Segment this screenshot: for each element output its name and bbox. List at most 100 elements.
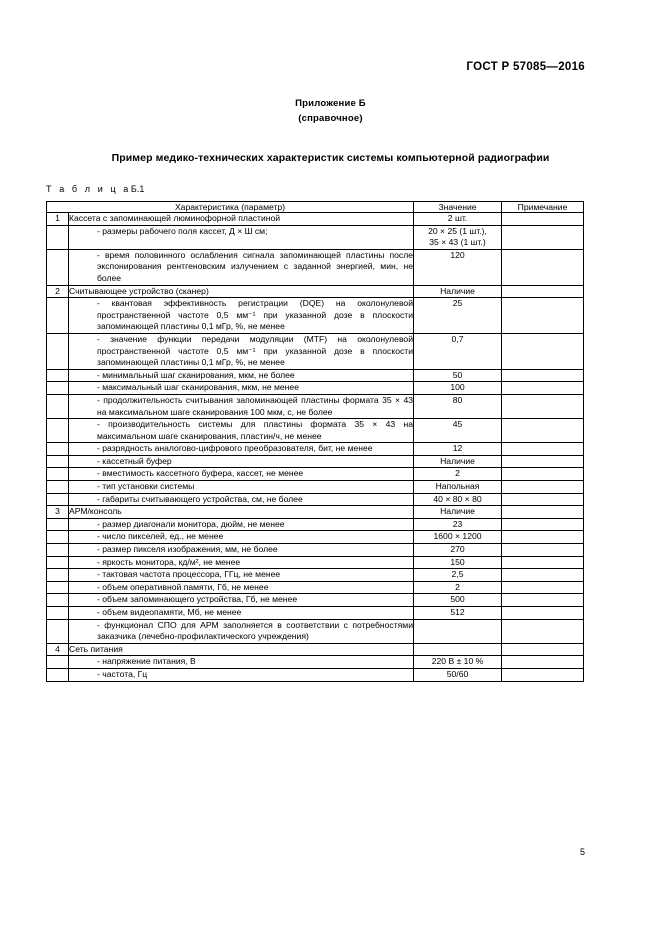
column-header-note: Примечание — [501, 201, 585, 213]
row-characteristic: - размер пикселя изображения, мм, не бол… — [67, 543, 415, 557]
row-number — [46, 555, 69, 570]
row-characteristic: - объем видеопамяти, Мб, не менее — [67, 606, 415, 620]
table-row: - объем запоминающего устройства, Гб, не… — [46, 593, 585, 607]
row-number — [46, 332, 69, 370]
row-number — [46, 492, 69, 507]
row-characteristic: АРМ/консоль — [67, 505, 415, 519]
row-number — [46, 593, 69, 607]
row-characteristic: - тактовая частота процессора, ГГц, не м… — [67, 568, 415, 582]
table-row: - размер пикселя изображения, мм, не бол… — [46, 543, 585, 557]
row-number: 2 — [46, 284, 69, 299]
table-row: - продолжительность считывания запоминаю… — [46, 393, 585, 420]
row-number — [46, 568, 69, 582]
table-row: - частота, Гц 50/60 — [46, 667, 585, 682]
row-note — [501, 580, 585, 595]
annex-title: Приложение Б — [295, 98, 366, 109]
row-value: 2,5 — [413, 568, 503, 582]
row-number — [46, 248, 69, 286]
table-row: - производительность системы для пластин… — [46, 418, 585, 444]
row-number — [46, 580, 69, 595]
row-note — [501, 442, 585, 456]
row-note — [501, 543, 585, 557]
row-characteristic: - разрядность аналогово-цифрового преобр… — [67, 442, 415, 456]
row-value: 2 — [413, 467, 503, 482]
row-note — [501, 368, 585, 383]
table-row: - квантовая эффективность регистрации (D… — [46, 297, 585, 334]
row-value: 20 × 25 (1 шт.), 35 × 43 (1 шт.) — [413, 224, 503, 250]
table-row: - размеры рабочего поля кассет, Д × Ш см… — [46, 224, 585, 250]
row-note — [501, 568, 585, 582]
page-title: Пример медико-технических характеристик … — [111, 152, 550, 164]
table-row: 4 Сеть питания — [46, 642, 585, 657]
row-note — [501, 418, 585, 444]
row-characteristic: - габариты считывающего устройства, см, … — [67, 492, 415, 507]
row-value: 50 — [413, 368, 503, 383]
row-characteristic: - максимальный шаг сканирования, мкм, не… — [67, 381, 415, 395]
row-characteristic: - кассетный буфер — [67, 454, 415, 469]
row-number: 1 — [46, 212, 69, 226]
row-characteristic: - вместимость кассетного буфера, кассет,… — [67, 467, 415, 482]
table-row: - яркость монитора, кд/м², не менее 150 — [46, 555, 585, 570]
row-characteristic: - объем оперативной памяти, Гб, не менее — [67, 580, 415, 595]
row-number — [46, 667, 69, 682]
row-value: 45 — [413, 418, 503, 444]
table-caption-prefix: Т а б л и ц а — [46, 184, 131, 194]
row-value — [413, 642, 503, 657]
table-row: - максимальный шаг сканирования, мкм, не… — [46, 381, 585, 395]
table-row: - размер диагонали монитора, дюйм, не ме… — [46, 517, 585, 532]
row-note — [501, 212, 585, 226]
row-value: 50/60 — [413, 667, 503, 682]
row-number — [46, 454, 69, 469]
row-characteristic: - размер диагонали монитора, дюйм, не ме… — [67, 517, 415, 532]
row-characteristic: Считывающее устройство (сканер) — [67, 284, 415, 299]
row-characteristic: - продолжительность считывания запоминаю… — [67, 393, 415, 420]
row-characteristic: - размеры рабочего поля кассет, Д × Ш см… — [67, 224, 415, 250]
row-note — [501, 454, 585, 469]
row-value: 150 — [413, 555, 503, 570]
row-value — [413, 618, 503, 644]
standard-designation-header: ГОСТ Р 57085—2016 — [466, 61, 585, 73]
row-number — [46, 442, 69, 456]
row-number — [46, 467, 69, 482]
row-number — [46, 368, 69, 383]
annex-subtitle: (справочное) — [298, 113, 363, 124]
table-row: - значение функции передачи модуляции (M… — [46, 332, 585, 370]
row-value: 100 — [413, 381, 503, 395]
table-header-row: Характеристика (параметр) Значение Приме… — [45, 201, 585, 213]
row-note — [501, 555, 585, 570]
row-number — [46, 530, 69, 545]
row-value: 80 — [413, 393, 503, 420]
table-row: - объем оперативной памяти, Гб, не менее… — [46, 580, 585, 595]
column-header-value: Значение — [413, 201, 503, 213]
row-value: 25 — [413, 297, 503, 334]
row-characteristic: - яркость монитора, кд/м², не менее — [67, 555, 415, 570]
row-number — [46, 543, 69, 557]
row-note — [501, 642, 585, 657]
row-value: Наличие — [413, 454, 503, 469]
row-number — [46, 381, 69, 395]
row-note — [501, 381, 585, 395]
row-number: 4 — [46, 642, 69, 657]
table-row: - вместимость кассетного буфера, кассет,… — [46, 467, 585, 482]
row-note — [501, 517, 585, 532]
row-value: 500 — [413, 593, 503, 607]
row-note — [501, 505, 585, 519]
row-note — [501, 467, 585, 482]
table-row: 3 АРМ/консоль Наличие — [46, 505, 585, 519]
row-characteristic: - квантовая эффективность регистрации (D… — [67, 297, 415, 334]
row-note — [501, 224, 585, 250]
row-characteristic: - производительность системы для пластин… — [67, 418, 415, 444]
row-number — [46, 297, 69, 334]
row-characteristic: - частота, Гц — [67, 667, 415, 682]
row-value: 220 В ± 10 % — [413, 655, 503, 669]
row-characteristic: - тип установки системы — [67, 480, 415, 494]
row-number — [46, 480, 69, 494]
table-caption: Т а б л и ц аБ.1 — [46, 184, 144, 194]
row-number — [46, 655, 69, 669]
row-note — [501, 248, 585, 286]
row-note — [501, 284, 585, 299]
row-characteristic: Сеть питания — [67, 642, 415, 657]
row-number — [46, 224, 69, 250]
table-row: - тип установки системы Напольная — [46, 480, 585, 494]
